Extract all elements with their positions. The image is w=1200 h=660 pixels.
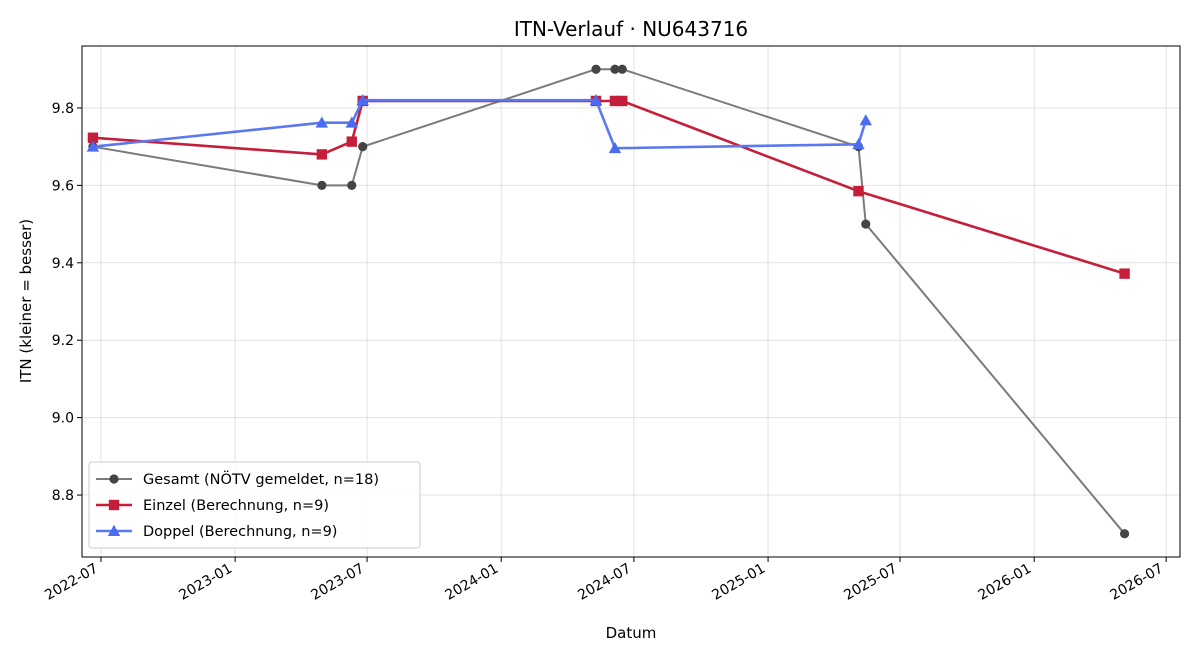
series-2-point [617,95,628,107]
grid-lines [82,46,1180,557]
x-tick-label: 2026-07 [1107,561,1166,604]
series-2-line [91,99,1126,275]
y-tick-label: 9.8 [52,101,74,117]
y-tick-label: 9.4 [52,256,74,272]
y-tick-label: 9.2 [52,333,74,349]
series-1-point [617,64,627,74]
series-3 [86,93,872,154]
legend-marker-2 [108,499,120,511]
series-1-point [317,180,327,190]
series-1-point [1119,529,1130,539]
series-1-point [347,180,357,190]
y-tick-label: 8.8 [52,488,74,504]
series-1-point [591,64,601,74]
series-2-point [316,149,328,160]
series-2 [87,95,1130,279]
series-3-point [859,114,872,126]
x-tick-label: 2025-01 [709,561,768,604]
legend: Gesamt (NÖTV gemeldet, n=18) Einzel (Bere… [88,461,421,549]
series-3-point [345,116,358,128]
x-axis: 2022-07 2023-01 2023-07 2024-01 2024-07 2025-… [42,557,1167,604]
y-tick-label: 9.6 [52,178,74,194]
legend-label-1: Gesamt (NÖTV gemeldet, n=18) [143,470,379,488]
x-tick-label: 2023-07 [308,561,367,604]
x-tick-label: 2022-07 [42,561,101,604]
x-tick-label: 2024-01 [443,561,502,604]
series-1-point [861,219,871,229]
series-2-point [853,185,864,197]
x-tick-label: 2025-07 [841,561,900,604]
legend-marker-3 [107,524,121,536]
series-3-line [91,98,868,150]
series-2-point [1119,268,1130,279]
series-3-point [852,138,865,150]
series-2-point [609,95,621,107]
series-1-point [610,64,620,74]
legend-box [88,461,421,549]
y-axis-label: ITN (kleiner = besser) [17,219,35,383]
series-3-point [608,142,622,154]
series-3-point [589,93,603,106]
legend-label-2: Einzel (Berechnung, n=9) [143,498,329,514]
series-3-point [356,93,369,106]
series-1-line [91,68,1126,535]
series-1-point [358,142,368,152]
x-axis-label: Datum [606,624,657,642]
legend-marker-1 [109,474,119,484]
x-tick-label: 2024-07 [575,561,634,604]
y-tick-label: 9.0 [52,411,74,427]
x-tick-label: 2023-01 [176,561,235,604]
chart-title: ITN-Verlauf · NU643716 [514,17,748,41]
series-layer [86,64,1130,539]
x-tick-label: 2026-01 [976,561,1035,604]
plot-frame [81,45,1181,558]
series-3-point [315,116,329,128]
y-axis: 8.8 9.0 9.2 9.4 9.6 9.8 [52,101,82,504]
series-2-point [87,132,99,143]
legend-label-3: Doppel (Berechnung, n=9) [143,524,337,540]
series-2-point [346,136,357,147]
series-3-point [86,140,100,152]
